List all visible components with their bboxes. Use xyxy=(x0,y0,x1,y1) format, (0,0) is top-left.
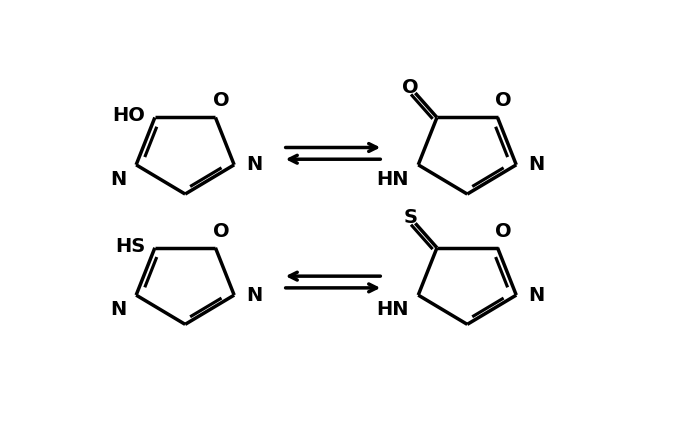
Text: S: S xyxy=(403,208,417,227)
Text: N: N xyxy=(528,286,545,305)
Text: HS: HS xyxy=(115,236,145,255)
Text: N: N xyxy=(110,170,127,189)
Text: O: O xyxy=(213,91,229,110)
Text: O: O xyxy=(495,91,511,110)
Text: O: O xyxy=(213,222,229,241)
Text: O: O xyxy=(495,222,511,241)
Text: HN: HN xyxy=(376,170,409,189)
Text: N: N xyxy=(110,300,127,319)
Text: HN: HN xyxy=(376,300,409,319)
Text: O: O xyxy=(402,78,419,97)
Text: N: N xyxy=(528,155,545,174)
Text: N: N xyxy=(246,155,262,174)
Text: N: N xyxy=(246,286,262,305)
Text: HO: HO xyxy=(112,106,145,125)
